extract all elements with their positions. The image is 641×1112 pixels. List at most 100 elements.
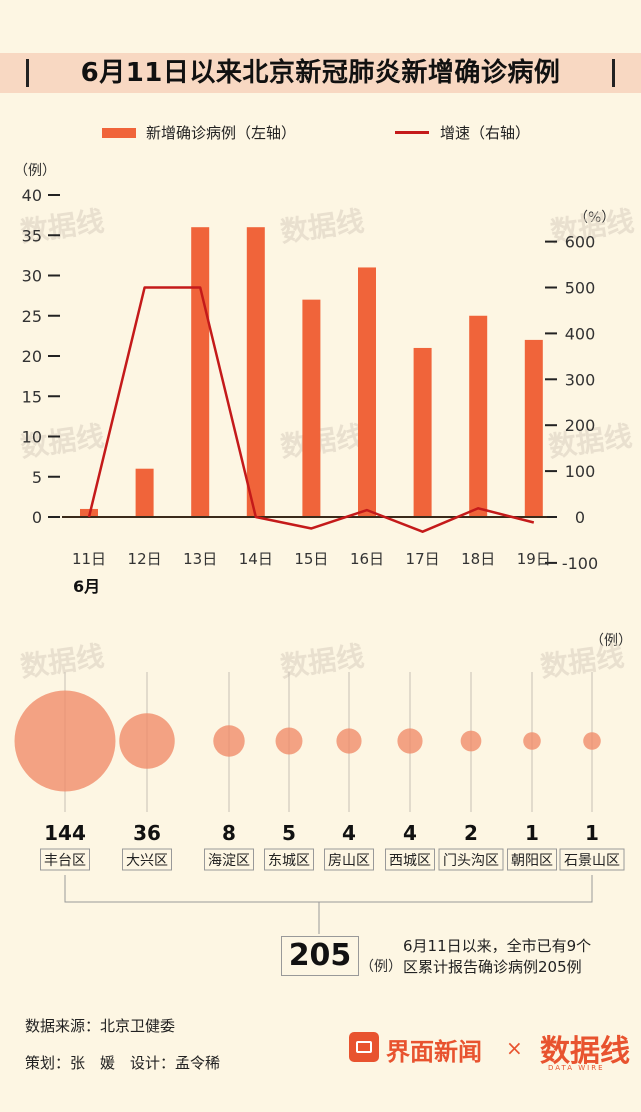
total-unit: （例） (360, 959, 402, 975)
legend-line-label: 增速（右轴） (440, 124, 531, 142)
total-value: 205 (281, 936, 359, 976)
bubble-value: 4 (342, 821, 356, 845)
bar-series (80, 227, 543, 517)
right-tick-label: 200 (565, 416, 596, 435)
times-sign: × (506, 1036, 523, 1060)
legend-bar-swatch (102, 128, 136, 138)
jiemian-logo-icon (349, 1032, 379, 1062)
x-tick-label: 13日 (183, 550, 217, 568)
total-note-line1: 6月11日以来，全市已有9个 (403, 937, 592, 955)
bar-13日 (191, 227, 210, 517)
bubble-value: 4 (403, 821, 417, 845)
total-bracket (64, 875, 593, 934)
bubble-门头沟区 (460, 730, 482, 752)
bar-18日 (469, 315, 488, 517)
bar-17日 (413, 347, 432, 517)
x-tick-label: 16日 (350, 550, 384, 568)
district-box (324, 848, 374, 871)
district-box (204, 848, 254, 871)
x-tick-label: 18日 (461, 550, 495, 568)
left-tick-label: 5 (32, 468, 42, 487)
x-tick-label: 15日 (294, 550, 328, 568)
legend-line-swatch (395, 131, 429, 134)
right-axis-unit: （%） (574, 210, 616, 226)
district-box (507, 848, 557, 871)
x-tick-label: 14日 (239, 550, 273, 568)
combo-chart: 0 5 10 15 20 25 30 35 40 -100 0 100 200 300 400 500 600… (22, 186, 599, 573)
bubble-value: 144 (44, 821, 86, 845)
district-label: 朝阳区 (511, 853, 553, 869)
title-band (0, 53, 641, 93)
x-tick-label: 11日 (72, 550, 106, 568)
district-label: 石景山区 (564, 853, 620, 869)
bar-15日 (302, 299, 321, 517)
bubble-大兴区 (119, 713, 175, 769)
bubble-series (14, 690, 601, 792)
bar-16日 (358, 267, 376, 517)
bubble-石景山区 (583, 732, 601, 750)
left-tick-label: 0 (32, 508, 42, 527)
bubble-朝阳区 (523, 732, 541, 750)
bubble-values: 144 36 8 5 4 4 2 1 1 (44, 821, 599, 845)
data-source: 数据来源：北京卫健委 (25, 1017, 176, 1035)
legend-bar-label: 新增确诊病例（左轴） (146, 124, 297, 142)
bar-14日 (246, 227, 265, 517)
right-tick-label: 500 (565, 279, 596, 298)
title-right-bar (612, 59, 615, 87)
district-label: 海淀区 (208, 853, 250, 869)
district-label: 大兴区 (126, 853, 168, 869)
bubble-房山区 (336, 728, 362, 754)
x-axis-labels: 11日 12日 13日 14日 15日 16日 17日 18日 19日 (72, 550, 551, 568)
bar-19日 (524, 339, 543, 517)
bubble-chart: 144 36 8 5 4 4 2 1 1 丰台区 大兴区 海淀区 东城区 房山区 西城区 门头沟区 朝阳区 石景… (14, 672, 625, 934)
bubble-海淀区 (213, 725, 245, 757)
x-tick-label: 17日 (406, 550, 440, 568)
left-tick-label: 30 (22, 267, 42, 286)
district-box (385, 848, 435, 871)
district-label: 东城区 (268, 853, 310, 869)
total-note-line2: 区累计报告确诊病例205例 (403, 958, 582, 976)
district-box (559, 848, 625, 871)
growth-rate-line (87, 286, 535, 533)
bubble-value: 1 (585, 821, 599, 845)
district-label: 丰台区 (44, 853, 86, 869)
left-tick-label: 40 (22, 186, 42, 205)
bar-12日 (135, 468, 154, 517)
district-box (122, 848, 172, 871)
total-note: 6月11日以来，全市已有9个 区累计报告确诊病例205例 (403, 936, 633, 978)
bubble-丰台区 (14, 690, 116, 792)
bubble-东城区 (275, 727, 303, 755)
left-tick-label: 35 (22, 226, 42, 245)
bubble-西城区 (397, 728, 423, 754)
chart-title: 6月11日以来北京新冠肺炎新增确诊病例 (80, 58, 561, 88)
district-label: 房山区 (328, 853, 370, 869)
bubble-value: 8 (222, 821, 236, 845)
bubble-value: 1 (525, 821, 539, 845)
x-tick-label: 19日 (517, 550, 551, 568)
left-tick-label: 20 (22, 347, 42, 366)
bubble-districts: 丰台区 大兴区 海淀区 东城区 房山区 西城区 门头沟区 朝阳区 石景山区 (40, 848, 625, 871)
bubble-value: 2 (464, 821, 478, 845)
x-tick-label: 12日 (128, 550, 162, 568)
right-tick-label: 400 (565, 324, 596, 343)
bubble-value: 5 (282, 821, 296, 845)
data-wire-logo: 数据线 (540, 1034, 630, 1069)
left-tick-label: 25 (22, 307, 42, 326)
jiemian-brand-name: 界面新闻 (386, 1038, 482, 1066)
right-tick-label: -100 (562, 554, 598, 573)
right-tick-label: 0 (575, 508, 585, 527)
data-wire-logo-sub: DATA WIRE (548, 1064, 605, 1072)
left-axis-unit: （例） (14, 163, 56, 179)
district-label: 门头沟区 (443, 853, 499, 869)
right-tick-label: 100 (565, 462, 596, 481)
district-box (438, 848, 504, 871)
district-box (40, 848, 90, 871)
credits: 策划：张 媛 设计：孟令稀 (25, 1054, 221, 1072)
district-box (264, 848, 314, 871)
right-axis: -100 0 100 200 300 400 500 600 (545, 233, 598, 573)
month-label: 6月 (73, 577, 101, 596)
left-axis: 0 5 10 15 20 25 30 35 40 (22, 186, 60, 527)
left-tick-label: 15 (22, 387, 42, 406)
title-left-bar (26, 59, 29, 87)
district-label: 西城区 (389, 853, 431, 869)
